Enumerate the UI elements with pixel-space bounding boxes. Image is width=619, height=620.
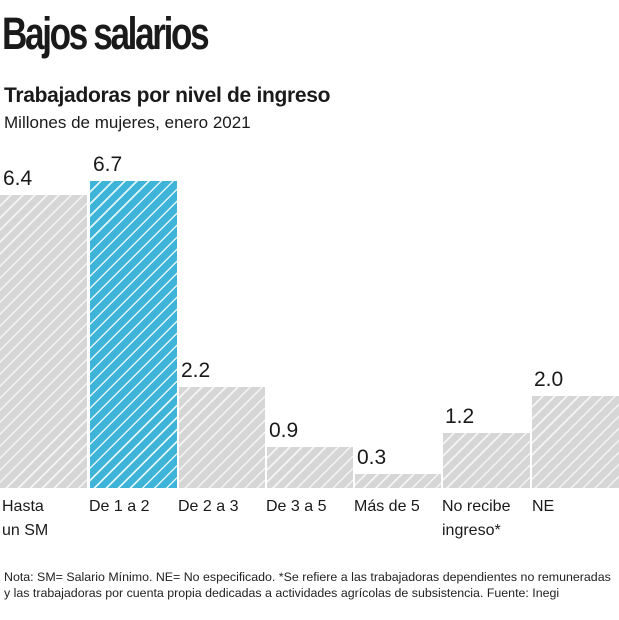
bar-chart: 6.4 6.7 2.2 0.9 0.3 1.2 2.0 Hasta un SM … <box>0 153 619 539</box>
bar-mas-de-5 <box>355 474 441 488</box>
category-label: De 3 a 5 <box>266 498 327 515</box>
chart-unit: Millones de mujeres, enero 2021 <box>4 113 251 132</box>
value-label: 0.9 <box>269 419 299 442</box>
category-label: No recibe ingreso* <box>442 498 511 539</box>
bar-ne <box>532 396 619 488</box>
value-label: 1.2 <box>445 405 475 428</box>
chart-subtitle: Trabajadoras por nivel de ingreso <box>4 84 331 107</box>
page-title: Bajos salarios <box>2 8 210 59</box>
bar-no-recibe-ingreso <box>443 433 530 488</box>
bar-hasta-un-sm <box>0 195 87 488</box>
bar-de-1-a-2 <box>90 181 177 488</box>
category-label: NE <box>532 498 555 515</box>
category-label: Hasta un SM <box>2 498 49 539</box>
category-label: Más de 5 <box>354 498 420 515</box>
value-label: 0.3 <box>357 446 387 469</box>
value-label: 6.4 <box>3 167 33 190</box>
footnote: Nota: SM= Salario Mínimo. NE= No especif… <box>4 570 611 600</box>
value-label: 2.0 <box>534 368 564 391</box>
bar-de-2-a-3 <box>179 387 265 488</box>
category-label: De 1 a 2 <box>89 498 150 515</box>
value-label: 6.7 <box>93 153 123 176</box>
bar-de-3-a-5 <box>267 447 353 488</box>
category-label: De 2 a 3 <box>178 498 239 515</box>
value-label: 2.2 <box>181 359 211 382</box>
